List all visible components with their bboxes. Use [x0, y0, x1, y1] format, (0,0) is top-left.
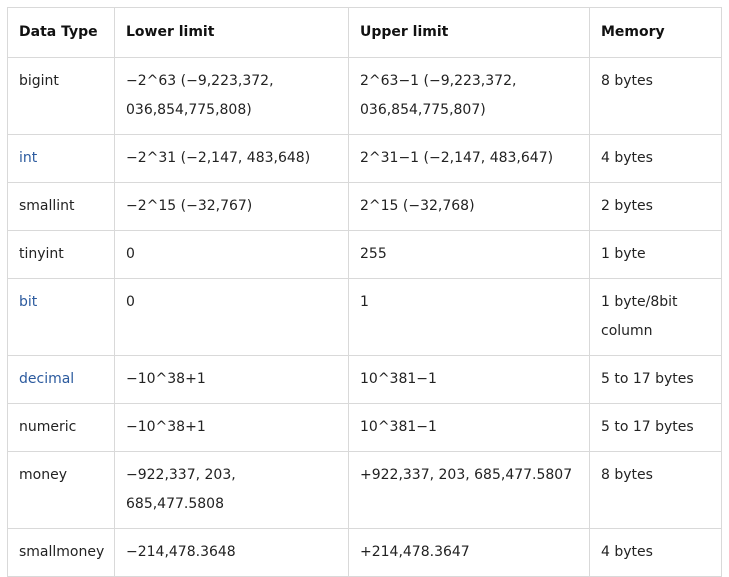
- cell-upper: 2^63−1 (−9,223,372, 036,854,775,807): [348, 57, 590, 135]
- table-row: tinyint 0 255 1 byte: [7, 230, 722, 279]
- data-types-table-container: Data Type Lower limit Upper limit Memory…: [7, 7, 722, 577]
- table-row: bigint −2^63 (−9,223,372, 036,854,775,80…: [7, 57, 722, 135]
- cell-type-decimal: decimal: [7, 355, 115, 404]
- cell-lower: −10^38+1: [114, 403, 349, 452]
- cell-upper: 1: [348, 278, 590, 356]
- header-memory: Memory: [589, 7, 722, 58]
- cell-upper: 255: [348, 230, 590, 279]
- cell-lower: −922,337, 203, 685,477.5808: [114, 451, 349, 529]
- cell-lower: −2^63 (−9,223,372, 036,854,775,808): [114, 57, 349, 135]
- cell-type-bigint: bigint: [7, 57, 115, 135]
- cell-lower: −2^15 (−32,767): [114, 182, 349, 231]
- cell-upper: 2^15 (−32,768): [348, 182, 590, 231]
- cell-memory: 5 to 17 bytes: [589, 403, 722, 452]
- table-row: money −922,337, 203, 685,477.5808 +922,3…: [7, 451, 722, 529]
- table-row: decimal −10^38+1 10^381−1 5 to 17 bytes: [7, 355, 722, 404]
- cell-memory: 1 byte/8bit column: [589, 278, 722, 356]
- cell-type-bit: bit: [7, 278, 115, 356]
- table-row: int −2^31 (−2,147, 483,648) 2^31−1 (−2,1…: [7, 134, 722, 183]
- cell-type-tinyint: tinyint: [7, 230, 115, 279]
- cell-upper: 2^31−1 (−2,147, 483,647): [348, 134, 590, 183]
- int-link[interactable]: int: [19, 150, 38, 166]
- header-data-type: Data Type: [7, 7, 115, 58]
- cell-lower: 0: [114, 230, 349, 279]
- bit-link[interactable]: bit: [19, 294, 38, 310]
- cell-type-smallmoney: smallmoney: [7, 528, 115, 577]
- cell-memory: 5 to 17 bytes: [589, 355, 722, 404]
- cell-upper: +922,337, 203, 685,477.5807: [348, 451, 590, 529]
- cell-memory: 1 byte: [589, 230, 722, 279]
- cell-lower: −214,478.3648: [114, 528, 349, 577]
- cell-lower: −2^31 (−2,147, 483,648): [114, 134, 349, 183]
- cell-memory: 8 bytes: [589, 57, 722, 135]
- table-row: smallmoney −214,478.3648 +214,478.3647 4…: [7, 528, 722, 577]
- data-types-table: Data Type Lower limit Upper limit Memory…: [7, 7, 722, 577]
- cell-lower: −10^38+1: [114, 355, 349, 404]
- cell-lower: 0: [114, 278, 349, 356]
- cell-memory: 8 bytes: [589, 451, 722, 529]
- cell-type-int: int: [7, 134, 115, 183]
- table-row: numeric −10^38+1 10^381−1 5 to 17 bytes: [7, 403, 722, 452]
- cell-upper: 10^381−1: [348, 355, 590, 404]
- cell-type-money: money: [7, 451, 115, 529]
- cell-upper: +214,478.3647: [348, 528, 590, 577]
- cell-type-numeric: numeric: [7, 403, 115, 452]
- table-row: smallint −2^15 (−32,767) 2^15 (−32,768) …: [7, 182, 722, 231]
- table-row: bit 0 1 1 byte/8bit column: [7, 278, 722, 356]
- cell-upper: 10^381−1: [348, 403, 590, 452]
- cell-memory: 4 bytes: [589, 528, 722, 577]
- header-upper-limit: Upper limit: [348, 7, 590, 58]
- cell-memory: 4 bytes: [589, 134, 722, 183]
- decimal-link[interactable]: decimal: [19, 371, 75, 387]
- header-lower-limit: Lower limit: [114, 7, 349, 58]
- cell-type-smallint: smallint: [7, 182, 115, 231]
- cell-memory: 2 bytes: [589, 182, 722, 231]
- table-header-row: Data Type Lower limit Upper limit Memory: [7, 7, 722, 58]
